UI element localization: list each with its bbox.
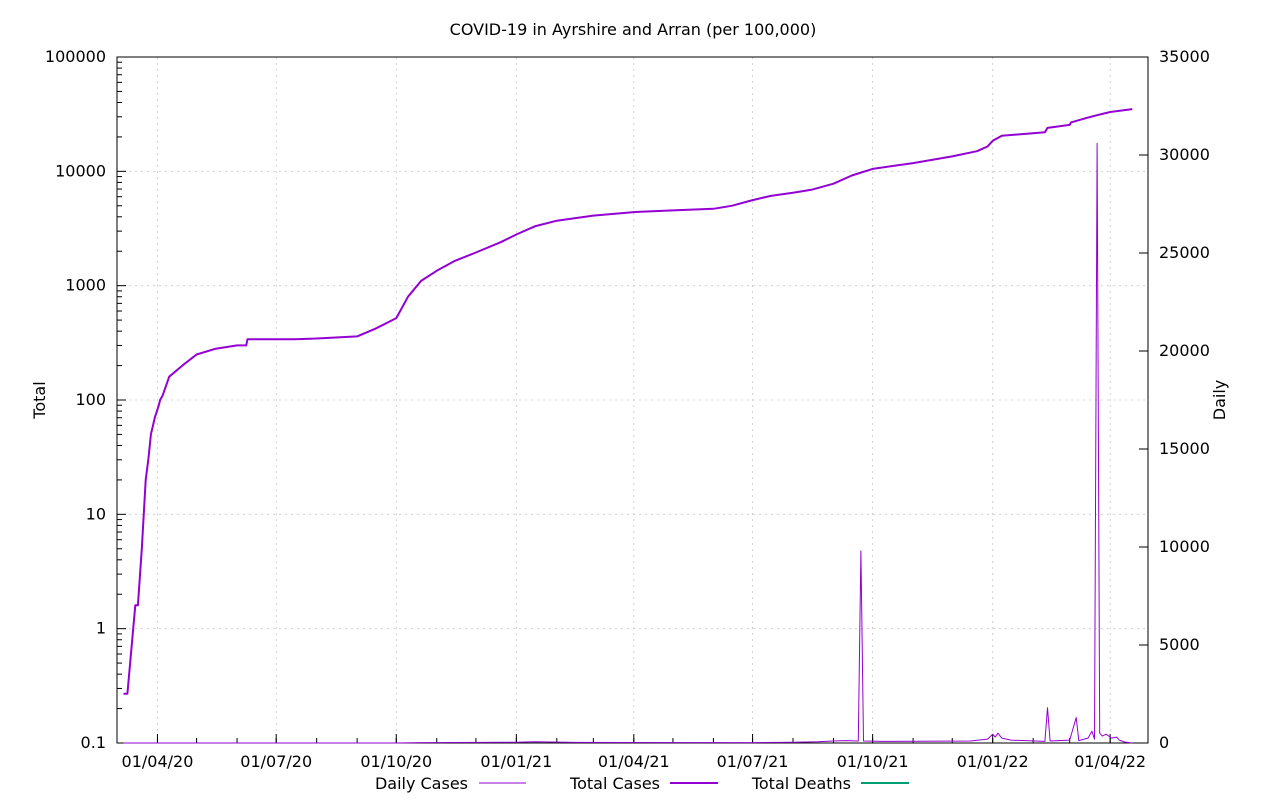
y-left-tick-label: 0.1 (81, 733, 106, 752)
y-right-tick-label: 30000 (1159, 145, 1210, 164)
y-right-tick-label: 35000 (1159, 47, 1210, 66)
legend-label: Total Deaths (751, 774, 851, 793)
series-lines (123, 108, 1133, 744)
x-tick-label: 01/10/20 (360, 752, 432, 771)
x-tick-label: 01/01/21 (480, 752, 552, 771)
series-line-total-cases (123, 108, 1133, 695)
x-tick-label: 01/04/21 (598, 752, 670, 771)
y-left-axis-label: Total (30, 381, 49, 419)
y-left-tick-labels: 0.1 1 10 100 1000 10000 100000 (45, 47, 106, 752)
x-tick-label: 01/07/21 (717, 752, 789, 771)
y-right-tick-label: 0 (1159, 733, 1169, 752)
y-right-tick-label: 15000 (1159, 439, 1210, 458)
x-tick-label: 01/07/20 (240, 752, 312, 771)
y-left-tick-label: 100000 (45, 47, 106, 66)
y-right-tick-labels: 0 5000 10000 15000 20000 25000 30000 35000 (1159, 47, 1210, 752)
gridlines (117, 57, 1148, 743)
y-right-tick-label: 5000 (1159, 635, 1200, 654)
y-left-tick-label: 1 (96, 619, 106, 638)
y-right-tick-label: 10000 (1159, 537, 1210, 556)
legend: Daily Cases Total Cases Total Deaths (375, 774, 909, 793)
series-line-daily-cases (123, 142, 1133, 744)
chart-title: COVID-19 in Ayrshire and Arran (per 100,… (450, 20, 817, 39)
y-right-tick-label: 20000 (1159, 341, 1210, 360)
y-left-tick-label: 10 (86, 504, 106, 523)
x-tick-labels: 01/04/20 01/07/20 01/10/20 01/01/21 01/04/21… (122, 752, 1147, 771)
x-tick-label: 01/04/20 (122, 752, 194, 771)
x-tick-label: 01/10/21 (837, 752, 909, 771)
y-left-tick-label: 10000 (55, 161, 106, 180)
legend-label: Daily Cases (375, 774, 468, 793)
y-right-tick-label: 25000 (1159, 243, 1210, 262)
y-left-tick-label: 1000 (65, 276, 106, 295)
y-left-tick-label: 100 (75, 390, 106, 409)
x-tick-label: 01/01/22 (957, 752, 1029, 771)
y-right-axis-label: Daily (1210, 380, 1229, 420)
x-tick-label: 01/04/22 (1074, 752, 1146, 771)
legend-label: Total Cases (569, 774, 660, 793)
